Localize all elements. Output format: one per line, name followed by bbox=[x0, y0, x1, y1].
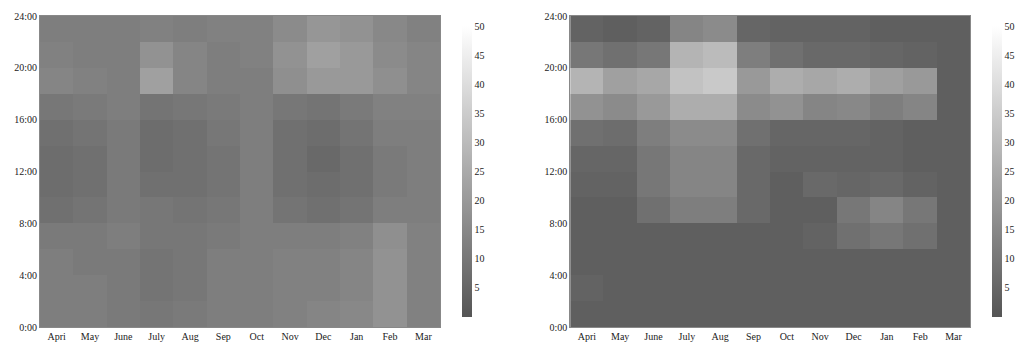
svg-text:Dec: Dec bbox=[845, 331, 862, 342]
svg-text:Apri: Apri bbox=[578, 331, 597, 342]
svg-text:Nov: Nov bbox=[281, 331, 298, 342]
svg-text:June: June bbox=[114, 331, 133, 342]
svg-text:May: May bbox=[611, 331, 629, 342]
svg-text:45: 45 bbox=[475, 50, 485, 61]
svg-text:July: July bbox=[679, 331, 696, 342]
svg-text:10: 10 bbox=[475, 253, 485, 264]
svg-text:May: May bbox=[81, 331, 99, 342]
svg-text:15: 15 bbox=[1005, 224, 1015, 235]
svg-text:12:00: 12:00 bbox=[14, 166, 37, 177]
svg-text:Feb: Feb bbox=[383, 331, 398, 342]
svg-text:24:00: 24:00 bbox=[544, 11, 567, 22]
svg-text:4:00: 4:00 bbox=[19, 270, 37, 281]
svg-text:25: 25 bbox=[475, 166, 485, 177]
svg-text:40: 40 bbox=[1005, 79, 1015, 90]
svg-text:Nov: Nov bbox=[812, 331, 829, 342]
svg-text:50: 50 bbox=[475, 21, 485, 32]
svg-text:Oct: Oct bbox=[249, 331, 264, 342]
svg-text:Sep: Sep bbox=[216, 331, 231, 342]
svg-text:Jan: Jan bbox=[350, 331, 363, 342]
svg-text:5: 5 bbox=[475, 282, 480, 293]
svg-text:Apri: Apri bbox=[47, 331, 66, 342]
svg-text:12:00: 12:00 bbox=[544, 166, 567, 177]
svg-text:Sep: Sep bbox=[746, 331, 761, 342]
svg-text:0:00: 0:00 bbox=[549, 322, 567, 333]
svg-text:35: 35 bbox=[475, 108, 485, 119]
svg-text:June: June bbox=[644, 331, 663, 342]
svg-text:20:00: 20:00 bbox=[14, 62, 37, 73]
svg-text:20:00: 20:00 bbox=[544, 62, 567, 73]
svg-text:Dec: Dec bbox=[315, 331, 332, 342]
svg-text:Mar: Mar bbox=[415, 331, 432, 342]
svg-text:20: 20 bbox=[1005, 195, 1015, 206]
svg-text:Aug: Aug bbox=[181, 331, 198, 342]
svg-text:30: 30 bbox=[1005, 137, 1015, 148]
svg-text:24:00: 24:00 bbox=[14, 11, 37, 22]
svg-text:25: 25 bbox=[1005, 166, 1015, 177]
svg-text:30: 30 bbox=[475, 137, 485, 148]
svg-text:Jan: Jan bbox=[880, 331, 893, 342]
svg-text:40: 40 bbox=[475, 79, 485, 90]
svg-text:Feb: Feb bbox=[913, 331, 928, 342]
svg-text:45: 45 bbox=[1005, 50, 1015, 61]
svg-text:16:00: 16:00 bbox=[14, 114, 37, 125]
svg-text:10: 10 bbox=[1005, 253, 1015, 264]
svg-text:8:00: 8:00 bbox=[549, 218, 567, 229]
svg-text:8:00: 8:00 bbox=[19, 218, 37, 229]
svg-text:Mar: Mar bbox=[945, 331, 962, 342]
svg-text:5: 5 bbox=[1005, 282, 1010, 293]
svg-text:Oct: Oct bbox=[780, 331, 795, 342]
svg-text:15: 15 bbox=[475, 224, 485, 235]
svg-text:16:00: 16:00 bbox=[544, 114, 567, 125]
svg-text:Aug: Aug bbox=[712, 331, 729, 342]
svg-text:July: July bbox=[148, 331, 165, 342]
svg-text:4:00: 4:00 bbox=[549, 270, 567, 281]
svg-text:0:00: 0:00 bbox=[19, 322, 37, 333]
svg-text:50: 50 bbox=[1005, 21, 1015, 32]
svg-text:35: 35 bbox=[1005, 108, 1015, 119]
svg-text:20: 20 bbox=[475, 195, 485, 206]
